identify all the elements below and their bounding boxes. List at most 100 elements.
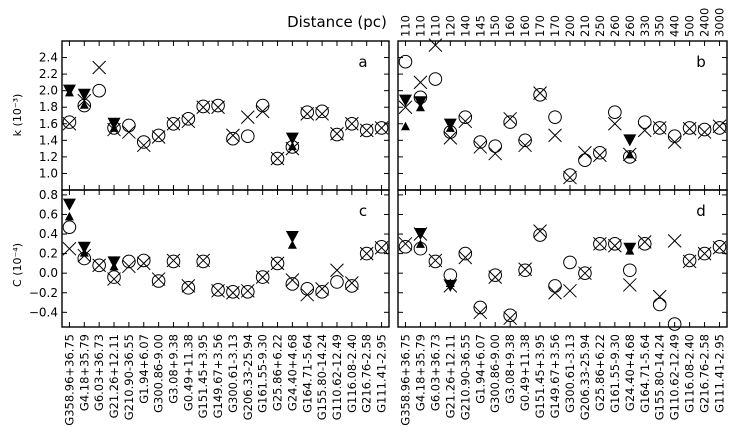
cross-point [62, 241, 77, 256]
category-label: G216.76-2.58 [698, 334, 712, 413]
distance-label: 145 [473, 15, 487, 37]
panel-frame [61, 40, 390, 191]
circle-point [608, 105, 622, 119]
cross-point [503, 311, 518, 326]
circle-point [345, 279, 359, 293]
distance-label: 210 [578, 15, 592, 37]
cross-point [652, 121, 667, 135]
distance-label: 260 [623, 15, 637, 37]
triangle-down-point [285, 132, 299, 145]
distance-label: 330 [638, 15, 652, 37]
cross-point [270, 256, 285, 271]
cross-point [240, 110, 255, 125]
cross-point [122, 125, 136, 139]
category-label: G21.26+12.11 [107, 334, 121, 418]
circle-point [122, 254, 136, 269]
cross-point [344, 276, 359, 290]
cross-point [374, 240, 389, 255]
circle-point [374, 239, 389, 254]
y-tick-label: 2.2 [39, 67, 58, 81]
cross-point [712, 240, 727, 255]
cross-point [92, 258, 107, 273]
triangle-up-point [109, 261, 119, 271]
panel-frame [397, 40, 728, 191]
circle-point [136, 135, 151, 149]
cross-point [211, 100, 225, 115]
circle-point [458, 246, 473, 261]
circle-point [548, 110, 562, 124]
cross-point [166, 253, 181, 268]
distance-label: 260 [608, 15, 622, 37]
triangle-up-point [64, 211, 74, 221]
category-label: G155.80-14.24 [653, 334, 667, 420]
triangle-up-point [445, 278, 455, 287]
category-label: G25.86+6.22 [593, 334, 607, 411]
cross-point [607, 116, 622, 131]
cross-point [548, 128, 562, 143]
distance-label: 110 [398, 15, 412, 37]
cross-point [607, 238, 622, 253]
circle-point [473, 300, 488, 315]
category-label: G25.86+6.22 [271, 334, 285, 411]
y-tick-label: 0.0 [39, 266, 58, 280]
category-label: G21.26+12.11 [443, 334, 457, 418]
circle-point [563, 168, 577, 182]
cross-point [255, 104, 270, 119]
category-label: G0.49+11.38 [518, 334, 532, 411]
category-label: G216.76-2.58 [360, 334, 374, 413]
circle-point [285, 277, 300, 291]
category-label: G358.96+36.75 [398, 334, 412, 426]
cross-point [122, 259, 136, 274]
cross-point [652, 289, 667, 304]
circle-point [458, 110, 473, 124]
circle-point [667, 129, 682, 143]
distance-axis-title: Distance (pc) [287, 13, 387, 31]
category-label: G1.94+6.07 [473, 334, 487, 404]
cross-point [473, 140, 488, 154]
cross-point [593, 236, 607, 251]
circle-point [122, 118, 136, 133]
circle-point [359, 246, 374, 261]
distance-label: 110 [413, 15, 427, 37]
circle-point [518, 133, 532, 148]
cross-point [578, 145, 592, 160]
cross-point [92, 60, 107, 75]
distance-label: 440 [668, 15, 682, 37]
y-tick-label: 2.4 [39, 51, 58, 65]
triangle-up-point [79, 100, 89, 109]
cross-point [533, 224, 547, 238]
cross-point [428, 253, 443, 268]
circle-point [398, 239, 413, 254]
distance-label: 3000 [713, 8, 727, 37]
circle-point [211, 283, 225, 297]
triangle-down-point [398, 94, 412, 107]
circle-point [682, 121, 697, 135]
circle-point [315, 284, 329, 299]
circle-point [637, 115, 652, 129]
circle-point [300, 282, 315, 296]
cross-point [682, 121, 697, 136]
cross-point [136, 256, 151, 271]
circle-point [428, 254, 443, 269]
category-label: G3.08+9.38 [166, 334, 180, 404]
circle-point [622, 263, 637, 278]
circle-point [240, 284, 255, 299]
circle-point [92, 83, 106, 98]
circle-point [682, 253, 697, 268]
category-label: G155.80-14.24 [315, 334, 329, 420]
y-tick-label: 1.2 [39, 150, 58, 164]
circle-point [503, 308, 517, 323]
circle-point [563, 255, 577, 270]
cross-point [196, 100, 211, 115]
category-label: G149.67+3.56 [548, 334, 562, 418]
cross-point [211, 283, 225, 298]
cross-point [240, 283, 255, 298]
cross-point [151, 272, 166, 286]
category-label: G6.03+36.73 [92, 334, 106, 411]
panel-label: d [696, 202, 706, 220]
distance-label: 2400 [698, 8, 712, 37]
circle-point [62, 115, 77, 129]
circle-point [652, 297, 667, 312]
distance-label: 110 [428, 15, 442, 37]
